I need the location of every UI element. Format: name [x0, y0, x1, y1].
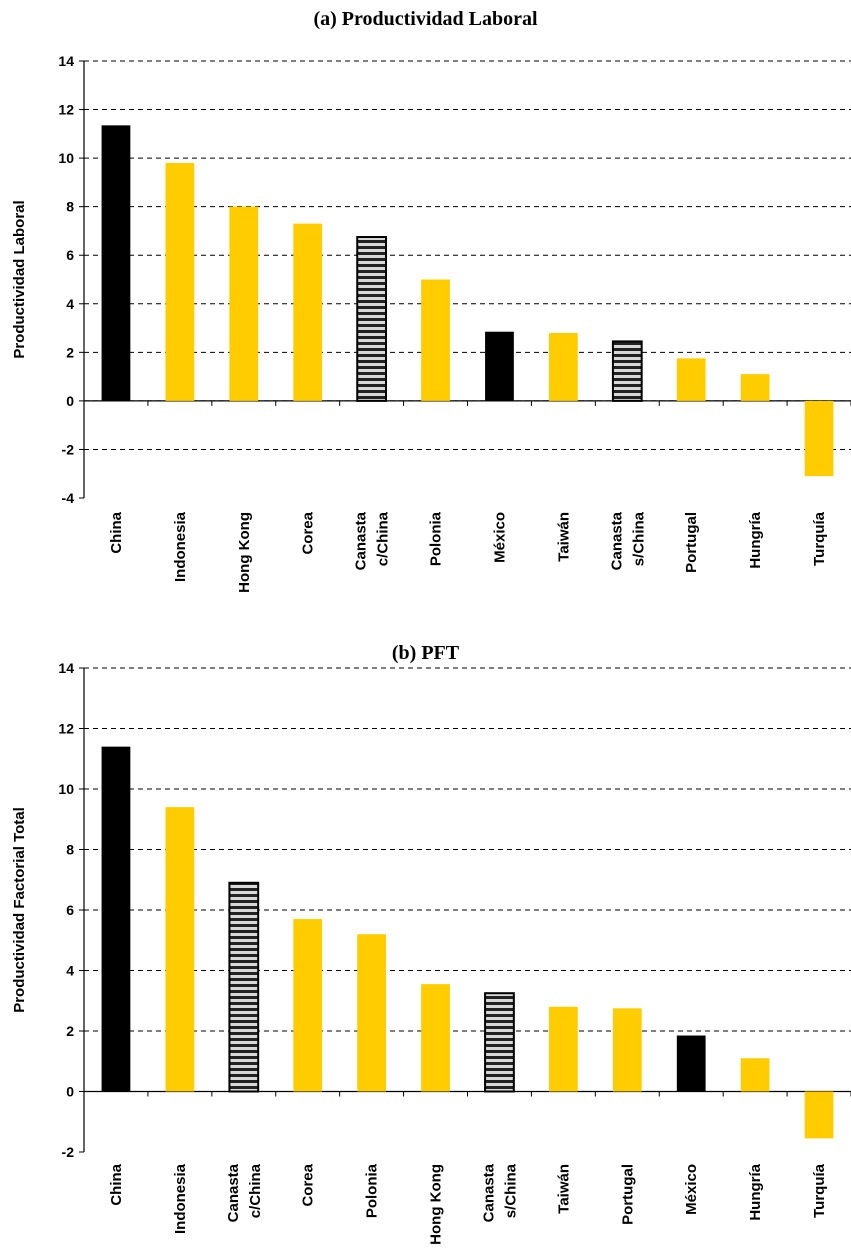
x-category-label: Canasta — [480, 1163, 497, 1222]
bar-turquía — [804, 1091, 834, 1139]
bar-taiwán — [548, 1006, 578, 1092]
x-category-label: Taiwán — [555, 512, 572, 562]
x-category-label: Turquía — [811, 511, 828, 566]
bar-hong-kong — [229, 206, 259, 401]
x-category-label: Canasta — [608, 511, 625, 570]
y-tick-label: 12 — [58, 721, 74, 737]
x-category-label: s/China — [630, 511, 647, 566]
y-tick-label: 8 — [66, 842, 74, 858]
y-tick-label: 14 — [58, 53, 74, 69]
x-category-label: s/China — [502, 1163, 519, 1218]
bar-indonesia — [165, 807, 195, 1092]
x-category-label: México — [683, 1164, 700, 1215]
x-category-label: Portugal — [683, 512, 700, 573]
x-category-label: c/China — [247, 1163, 264, 1218]
y-axis-title: Productividad Factorial Total — [11, 807, 28, 1013]
bar-china — [101, 125, 131, 401]
y-tick-label: 10 — [58, 781, 74, 797]
y-tick-label: 14 — [58, 660, 74, 676]
y-tick-label: 6 — [66, 247, 74, 263]
x-category-label: c/China — [375, 511, 392, 566]
x-category-label: Hungría — [747, 1163, 764, 1220]
x-category-label: Hungría — [747, 511, 764, 568]
bar-portugal — [676, 358, 706, 401]
y-tick-label: -4 — [62, 490, 75, 506]
bar-polonia — [357, 934, 387, 1092]
x-category-label: Portugal — [619, 1164, 636, 1225]
bar-canasta-s-china — [611, 340, 643, 402]
bar-méxico — [485, 331, 514, 401]
bar-taiwán — [548, 332, 578, 401]
bar-portugal — [612, 1008, 642, 1092]
y-tick-label: 4 — [66, 296, 74, 312]
x-category-label: Polonia — [364, 1163, 381, 1218]
bar-hong-kong — [421, 984, 450, 1092]
bar-hungría — [740, 1058, 770, 1092]
x-category-label: Hong Kong — [428, 1164, 445, 1245]
bar-polonia — [421, 279, 450, 401]
bar-méxico — [676, 1035, 706, 1092]
x-category-label: Canasta — [225, 1163, 242, 1222]
chart-a: -4 -2 0 2 4 6 8 10 12 14 China Indonesia Hong Kong Co… — [11, 53, 851, 593]
y-axis-title: Productividad Laboral — [11, 200, 28, 358]
y-tick-label: 10 — [58, 150, 74, 166]
y-tick-label: -2 — [62, 1144, 75, 1160]
bar-corea — [293, 919, 323, 1092]
y-tick-label: 2 — [66, 1023, 74, 1039]
x-category-label: Corea — [300, 1163, 317, 1206]
x-category-label: China — [108, 511, 125, 553]
x-category-label: Hong Kong — [236, 512, 253, 593]
y-tick-label: -2 — [62, 441, 75, 457]
bar-indonesia — [165, 162, 195, 401]
x-category-label: Polonia — [428, 511, 445, 566]
bar-canasta-c-china — [228, 881, 260, 1093]
bar-canasta-c-china — [356, 236, 388, 402]
bar-canasta-s-china — [484, 992, 515, 1093]
x-category-label: México — [491, 512, 508, 563]
x-category-label: Taiwán — [555, 1164, 572, 1214]
y-tick-label: 12 — [58, 102, 74, 118]
x-category-label: Indonesia — [172, 511, 189, 582]
x-category-label: China — [108, 1163, 125, 1205]
bar-corea — [293, 223, 323, 401]
y-tick-label: 8 — [66, 199, 74, 215]
bar-hungría — [740, 374, 770, 401]
x-category-label: Canasta — [353, 511, 370, 570]
y-tick-label: 2 — [66, 344, 74, 360]
x-category-label: Indonesia — [172, 1163, 189, 1234]
y-tick-label: 0 — [66, 393, 74, 409]
chart-b-title: (b) PFT — [391, 642, 460, 664]
bar-china — [101, 746, 131, 1092]
x-category-label: Corea — [300, 511, 317, 554]
y-tick-label: 6 — [66, 902, 74, 918]
bar-turquía — [804, 400, 834, 477]
y-tick-label: 0 — [66, 1084, 74, 1100]
chart-a-title: (a) Productividad Laboral — [313, 8, 538, 30]
y-tick-label: 4 — [66, 963, 74, 979]
x-category-label: Turquía — [811, 1163, 828, 1218]
